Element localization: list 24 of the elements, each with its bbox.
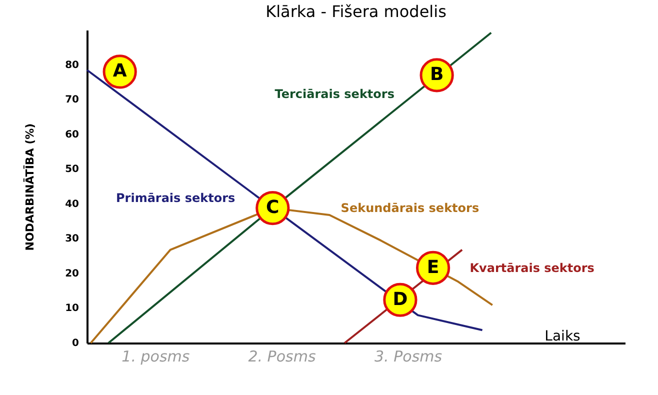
y-tick-label: 40: [65, 198, 80, 210]
x-axis-title: Laiks: [544, 328, 580, 344]
y-tick-label: 70: [65, 94, 80, 106]
y-tick-label: 20: [65, 268, 80, 280]
y-tick-label: 60: [65, 129, 80, 140]
y-tick-label: 50: [65, 164, 80, 176]
annotation: E: [426, 256, 440, 278]
x-tick-label: 2. Posms: [248, 348, 316, 366]
series-label: Kvartārais sektors: [470, 260, 594, 275]
y-axis-title: NODARBINĀTĪBA (%): [22, 123, 36, 251]
annotation: A: [112, 60, 127, 82]
series-label: Primārais sektors: [116, 191, 236, 206]
chart-title: Klārka - Fišera modelis: [266, 2, 446, 21]
annotation: D: [392, 288, 408, 310]
y-tick-label: 80: [65, 60, 80, 71]
annotation: C: [266, 197, 280, 218]
x-tick-label: 3. Posms: [374, 348, 442, 366]
series-label: Sekundārais sektors: [340, 201, 480, 216]
annotation: B: [430, 64, 444, 86]
x-tick-label: 1. posms: [122, 348, 190, 366]
y-tick-label: 0: [72, 338, 80, 349]
series-label: Terciārais sektors: [274, 87, 394, 102]
y-tick-label: 30: [65, 234, 80, 245]
y-tick-label: 10: [65, 303, 80, 314]
